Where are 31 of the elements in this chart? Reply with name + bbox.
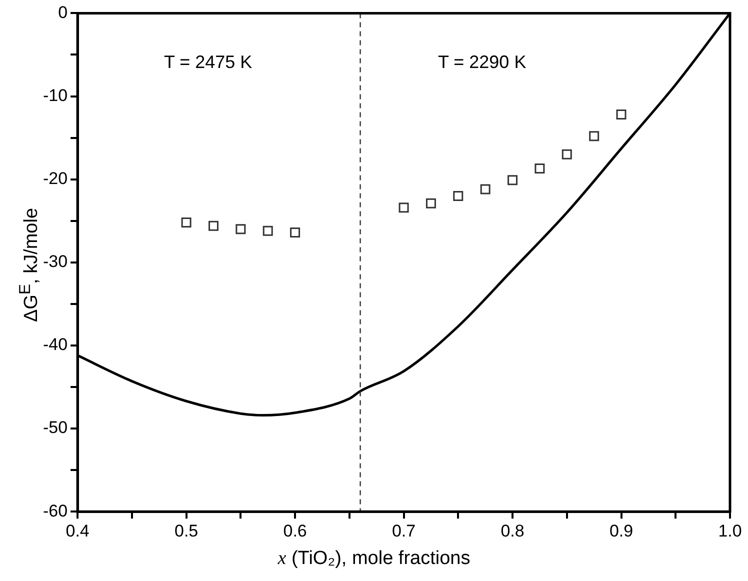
point (208, 220, 218, 231)
y-tick-label: -10 (42, 86, 68, 105)
point (508, 175, 518, 186)
y-tick-label: -30 (42, 252, 68, 272)
point (426, 198, 436, 208)
y-tick-label: -20 (42, 169, 68, 188)
x-tick-label: 0.9 (609, 521, 634, 540)
x-tick-label: 0.6 (283, 521, 307, 540)
x-tick-label: 0.4 (66, 521, 90, 540)
x-axis-title: x (TiO₂), mole fractions (276, 548, 472, 570)
y-tick-label: 0 (58, 2, 68, 22)
y-tick-label: -50 (42, 418, 68, 438)
point (453, 190, 464, 201)
point (562, 149, 572, 160)
point (181, 218, 192, 228)
x-tick-label: 0.8 (500, 521, 524, 540)
x-tick-label: 0.7 (392, 521, 416, 540)
y-tick-label: -60 (42, 501, 68, 520)
x-tick-label: 1.0 (718, 521, 742, 540)
point (398, 202, 409, 213)
annotation: T = 2475 K (164, 52, 252, 72)
annotation: T = 2290 K (438, 52, 526, 72)
point (616, 110, 626, 120)
point (534, 164, 545, 174)
y-tick-label: -40 (42, 335, 68, 354)
x-tick-label: 0.5 (174, 521, 198, 540)
point (480, 184, 490, 194)
point (290, 228, 300, 238)
point (236, 224, 246, 234)
point (589, 131, 600, 142)
point (262, 226, 273, 236)
